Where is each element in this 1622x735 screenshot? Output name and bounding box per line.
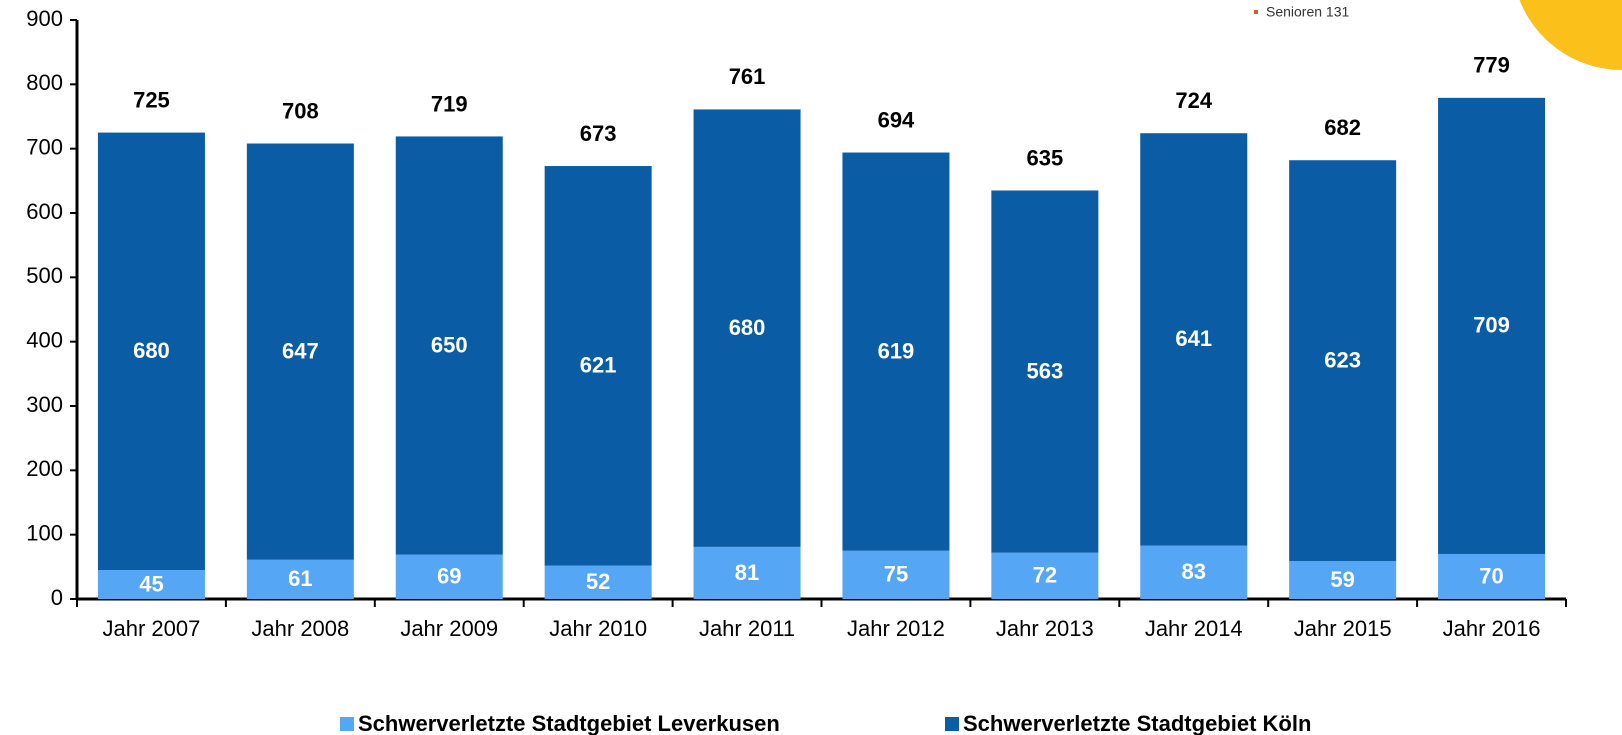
value-label: 641 [1175, 326, 1212, 351]
total-label: 725 [133, 87, 170, 112]
value-label: 70 [1479, 563, 1503, 588]
bar-segment [842, 550, 950, 599]
value-label: 75 [884, 562, 908, 587]
legend-label: Schwerverletzte Stadtgebiet Leverkusen [358, 711, 780, 735]
value-label: 69 [437, 564, 461, 589]
y-tick-label: 100 [26, 520, 63, 545]
value-label: 59 [1330, 567, 1354, 592]
total-label: 682 [1324, 115, 1361, 140]
total-label: 694 [878, 107, 915, 132]
bar-segment [395, 136, 503, 555]
annotation: Senioren 131 [1266, 4, 1350, 20]
y-tick-label: 0 [51, 585, 63, 610]
bar-segment [1289, 561, 1397, 599]
x-tick-label: Jahr 2016 [1443, 616, 1541, 641]
value-label: 61 [288, 566, 312, 591]
value-label: 709 [1473, 313, 1510, 338]
total-label: 779 [1473, 53, 1510, 78]
bar-segment [544, 565, 652, 599]
bar-segment [693, 546, 801, 599]
value-label: 621 [580, 353, 617, 378]
bar-segment [246, 559, 354, 599]
total-label: 673 [580, 121, 617, 146]
x-tick-label: Jahr 2015 [1294, 616, 1392, 641]
y-tick-label: 200 [26, 456, 63, 481]
legend-swatch [340, 717, 354, 731]
bar-segment [1140, 133, 1248, 546]
bar-segment [991, 552, 1099, 599]
value-label: 650 [431, 332, 468, 357]
x-tick-label: Jahr 2014 [1145, 616, 1243, 641]
x-tick-label: Jahr 2012 [847, 616, 945, 641]
value-label: 45 [139, 571, 163, 596]
value-label: 623 [1324, 347, 1361, 372]
y-tick-label: 400 [26, 327, 63, 352]
value-label: 72 [1033, 563, 1057, 588]
y-tick-label: 600 [26, 199, 63, 224]
value-label: 83 [1182, 559, 1206, 584]
bar-segment [1289, 160, 1397, 562]
bar-segment [842, 152, 950, 551]
bar-segment [97, 570, 205, 599]
y-tick-label: 300 [26, 392, 63, 417]
decoration [1519, 0, 1622, 70]
total-label: 635 [1026, 145, 1063, 170]
total-label: 761 [729, 64, 766, 89]
x-tick-label: Jahr 2010 [549, 616, 647, 641]
x-tick-label: Jahr 2011 [699, 616, 795, 641]
bar-segment [1140, 545, 1248, 599]
y-tick-label: 500 [26, 263, 63, 288]
value-label: 563 [1026, 358, 1063, 383]
y-tick-label: 700 [26, 134, 63, 159]
value-label: 680 [133, 338, 170, 363]
value-label: 81 [735, 560, 759, 585]
bar-segment [246, 143, 354, 560]
legend-label: Schwerverletzte Stadtgebiet Köln [963, 711, 1311, 735]
value-label: 52 [586, 569, 610, 594]
bar-segment [1438, 97, 1546, 554]
legend-swatch [945, 717, 959, 731]
y-tick-label: 800 [26, 70, 63, 95]
bar-segment [693, 109, 801, 547]
total-label: 724 [1175, 88, 1212, 113]
total-label: 719 [431, 91, 468, 116]
value-label: 680 [729, 315, 766, 340]
value-label: 619 [878, 338, 915, 363]
x-tick-label: Jahr 2013 [996, 616, 1094, 641]
y-tick-label: 900 [26, 6, 63, 31]
bar-segment [991, 190, 1099, 553]
value-label: 647 [282, 338, 319, 363]
bar-segment [97, 132, 205, 571]
bar-segment [395, 554, 503, 599]
x-tick-label: Jahr 2007 [103, 616, 201, 641]
bar-segment [1438, 553, 1546, 599]
x-tick-label: Jahr 2009 [400, 616, 498, 641]
x-tick-label: Jahr 2008 [251, 616, 349, 641]
annotation-marker [1254, 10, 1258, 14]
total-label: 708 [282, 98, 319, 123]
bar-segment [544, 166, 652, 566]
